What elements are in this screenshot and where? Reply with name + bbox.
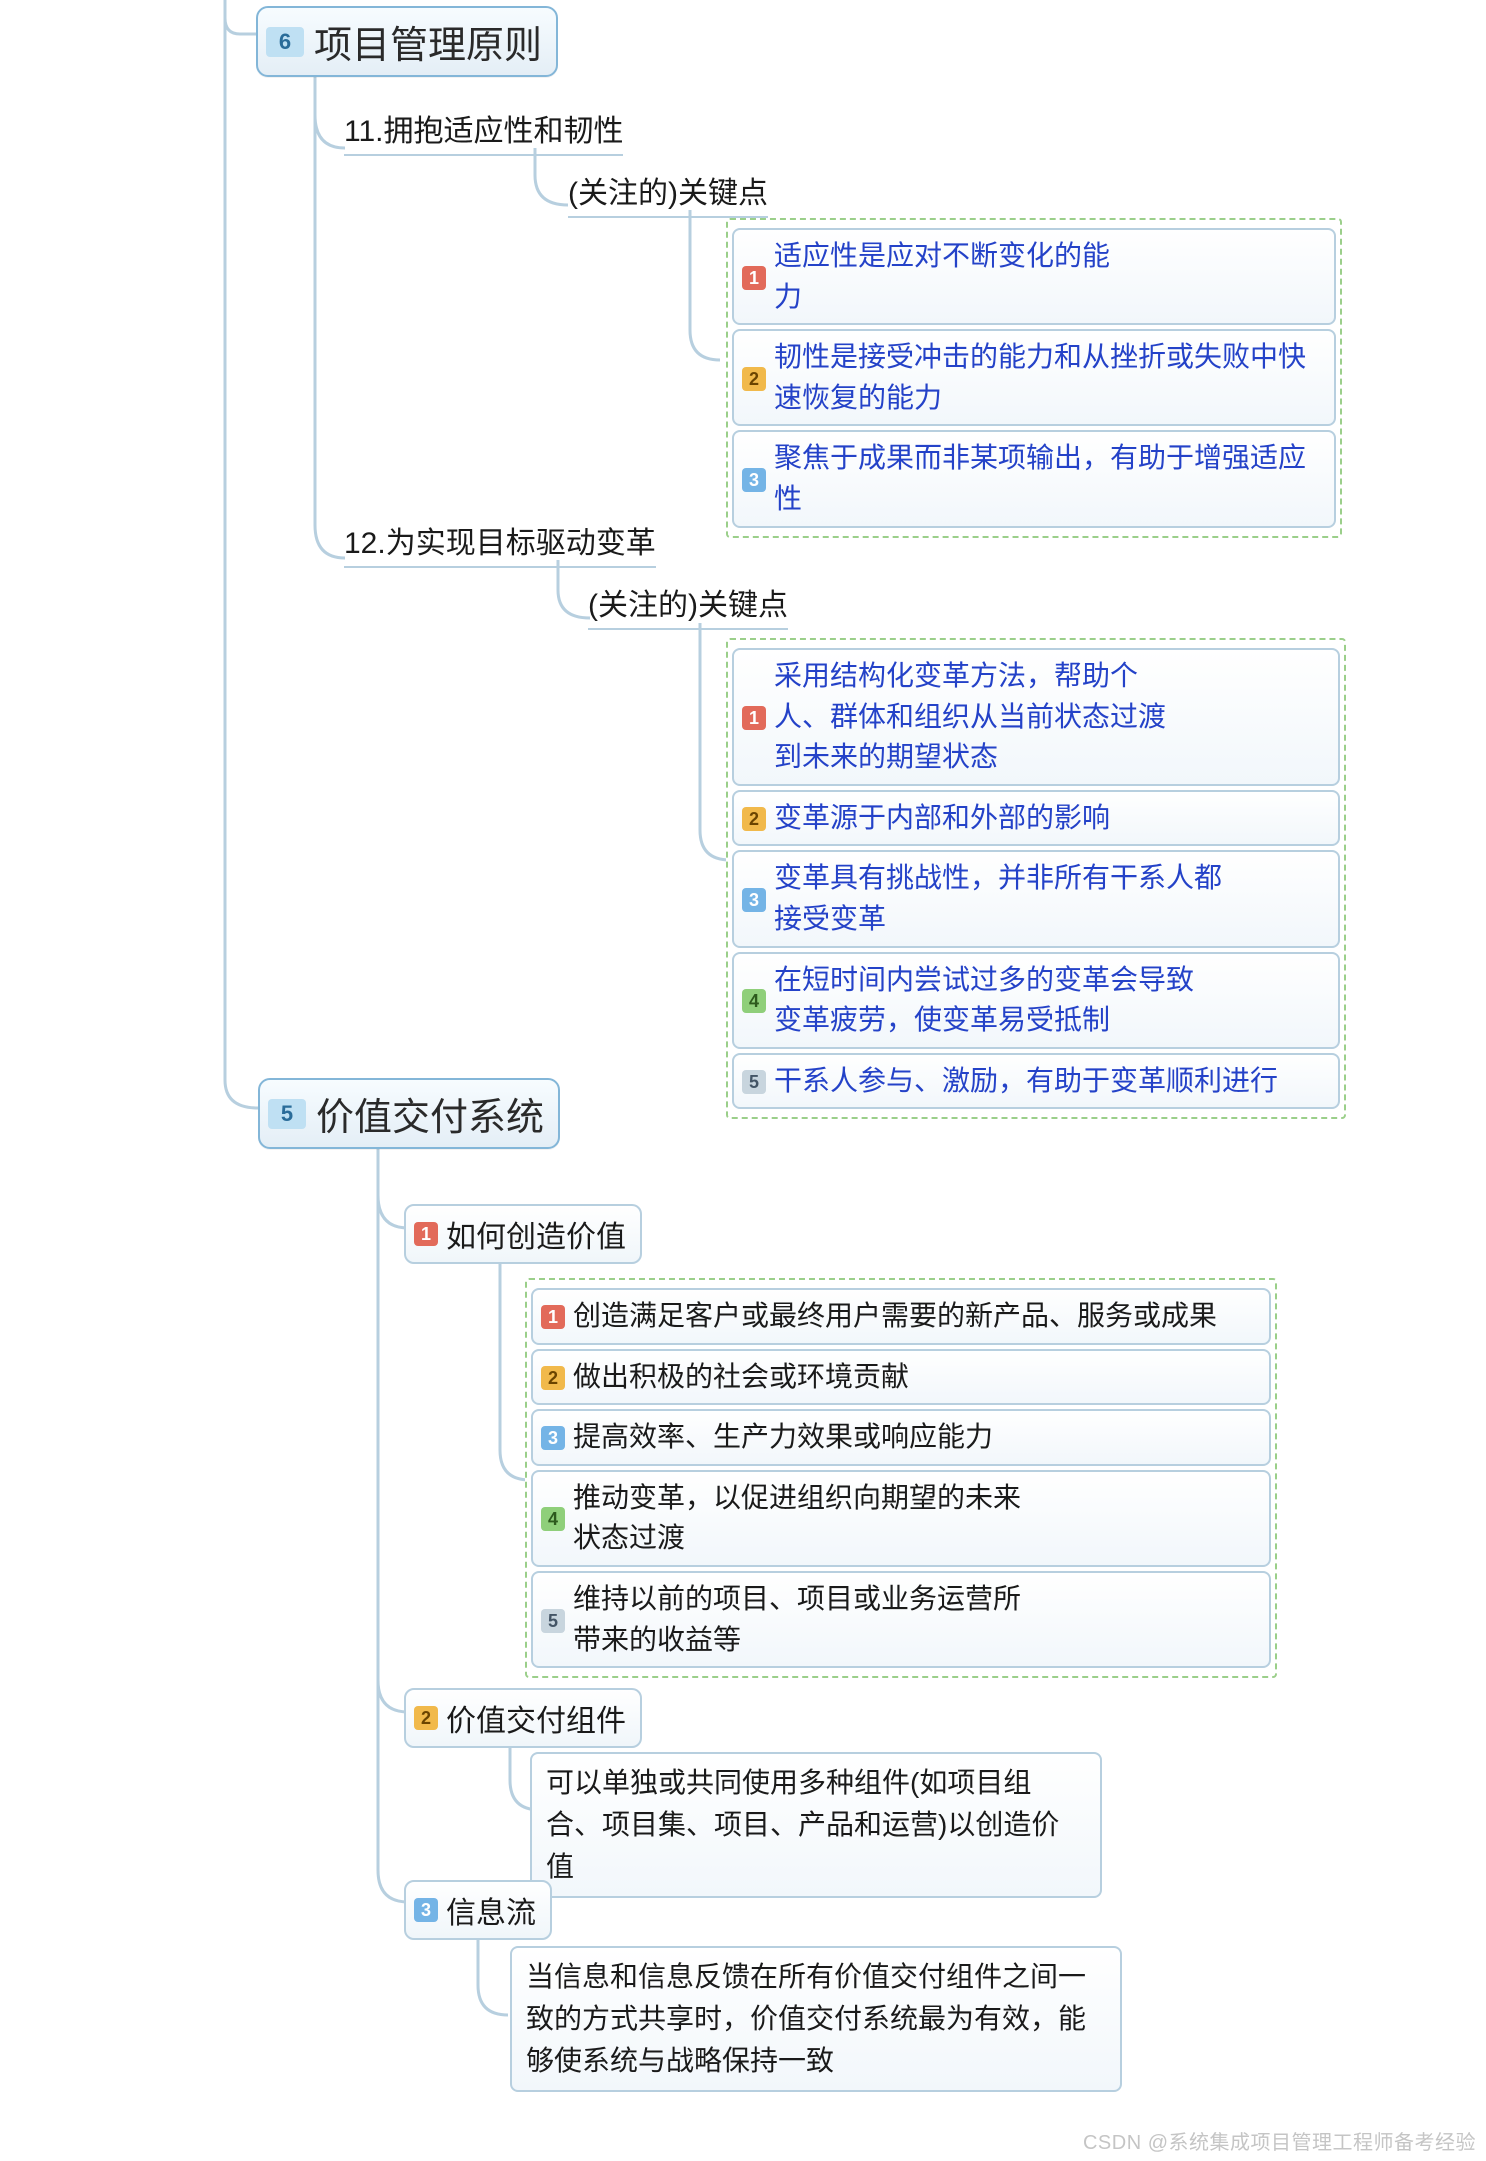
badge-11-2: 2 (742, 367, 766, 391)
leaf-b1-2-text: 做出积极的社会或环境贡献 (573, 1357, 909, 1398)
root-badge-5: 5 (268, 1099, 306, 1129)
leaf-b1-4-text: 推动变革，以促进组织向期望的未来状态过渡 (573, 1478, 1033, 1559)
root-title-a: 项目管理原则 (314, 14, 542, 69)
sub-title-b1: 如何创造价值 (446, 1212, 626, 1256)
leaf-12-1-text: 采用结构化变革方法，帮助个人、群体和组织从当前状态过渡到未来的期望状态 (774, 656, 1174, 778)
sub-badge-b1: 1 (414, 1222, 438, 1246)
node-11-subtitle-text: (关注的)关键点 (568, 177, 768, 210)
root-value-delivery[interactable]: 5 价值交付系统 (258, 1078, 560, 1149)
badge-b1-5: 5 (541, 1609, 565, 1633)
leaf-11-3[interactable]: 3 聚焦于成果而非某项输出，有助于增强适应性 (732, 430, 1336, 527)
leaf-12-5[interactable]: 5 干系人参与、激励，有助于变革顺利进行 (732, 1053, 1340, 1110)
node-11-title-text: 11.拥抱适应性和韧性 (344, 115, 623, 148)
root-project-principles[interactable]: 6 项目管理原则 (256, 6, 558, 77)
badge-12-4: 4 (742, 989, 766, 1013)
node-12-subtitle-text: (关注的)关键点 (588, 589, 788, 622)
badge-12-2: 2 (742, 807, 766, 831)
leaf-b1-2[interactable]: 2 做出积极的社会或环境贡献 (531, 1349, 1271, 1406)
sub-how-create-value[interactable]: 1 如何创造价值 (404, 1204, 642, 1264)
sub-info-flow[interactable]: 3 信息流 (404, 1880, 552, 1940)
leaf-b1-1[interactable]: 1 创造满足客户或最终用户需要的新产品、服务或成果 (531, 1288, 1271, 1345)
leaf-b3-text: 当信息和信息反馈在所有价值交付组件之间一致的方式共享时，价值交付系统最为有效，能… (526, 1961, 1086, 2076)
leaf-11-1-text: 适应性是应对不断变化的能力 (774, 236, 1114, 317)
sub-value-components[interactable]: 2 价值交付组件 (404, 1688, 642, 1748)
root-badge-6: 6 (266, 27, 304, 57)
badge-b1-1: 1 (541, 1305, 565, 1329)
badge-12-5: 5 (742, 1070, 766, 1094)
leaf-12-3[interactable]: 3 变革具有挑战性，并非所有干系人都接受变革 (732, 850, 1340, 947)
leaf-12-1[interactable]: 1 采用结构化变革方法，帮助个人、群体和组织从当前状态过渡到未来的期望状态 (732, 648, 1340, 786)
leaf-b1-5-text: 维持以前的项目、项目或业务运营所带来的收益等 (573, 1579, 1033, 1660)
root-title-b: 价值交付系统 (316, 1086, 544, 1141)
badge-12-1: 1 (742, 706, 766, 730)
leaf-11-1[interactable]: 1 适应性是应对不断变化的能力 (732, 228, 1336, 325)
leaf-group-b1: 1 创造满足客户或最终用户需要的新产品、服务或成果 2 做出积极的社会或环境贡献… (525, 1278, 1277, 1678)
leaf-12-5-text: 干系人参与、激励，有助于变革顺利进行 (774, 1061, 1278, 1102)
node-12-title-text: 12.为实现目标驱动变革 (344, 527, 656, 560)
sub-badge-b3: 3 (414, 1898, 438, 1922)
node-11-subtitle[interactable]: (关注的)关键点 (568, 168, 768, 218)
leaf-b1-5[interactable]: 5 维持以前的项目、项目或业务运营所带来的收益等 (531, 1571, 1271, 1668)
leaf-b3[interactable]: 当信息和信息反馈在所有价值交付组件之间一致的方式共享时，价值交付系统最为有效，能… (510, 1946, 1122, 2092)
node-12-title[interactable]: 12.为实现目标驱动变革 (344, 518, 656, 568)
badge-b1-3: 3 (541, 1426, 565, 1450)
leaf-b2-text: 可以单独或共同使用多种组件(如项目组合、项目集、项目、产品和运营)以创造价值 (546, 1767, 1059, 1882)
leaf-b1-4[interactable]: 4 推动变革，以促进组织向期望的未来状态过渡 (531, 1470, 1271, 1567)
leaf-12-2-text: 变革源于内部和外部的影响 (774, 798, 1110, 839)
leaf-b1-3-text: 提高效率、生产力效果或响应能力 (573, 1417, 993, 1458)
watermark: CSDN @系统集成项目管理工程师备考经验 (1083, 2126, 1476, 2155)
leaf-b1-1-text: 创造满足客户或最终用户需要的新产品、服务或成果 (573, 1296, 1217, 1337)
leaf-group-12: 1 采用结构化变革方法，帮助个人、群体和组织从当前状态过渡到未来的期望状态 2 … (726, 638, 1346, 1119)
leaf-11-2[interactable]: 2 韧性是接受冲击的能力和从挫折或失败中快速恢复的能力 (732, 329, 1336, 426)
leaf-12-4[interactable]: 4 在短时间内尝试过多的变革会导致变革疲劳，使变革易受抵制 (732, 952, 1340, 1049)
leaf-12-3-text: 变革具有挑战性，并非所有干系人都接受变革 (774, 858, 1234, 939)
node-12-subtitle[interactable]: (关注的)关键点 (588, 580, 788, 630)
badge-b1-2: 2 (541, 1366, 565, 1390)
leaf-12-2[interactable]: 2 变革源于内部和外部的影响 (732, 790, 1340, 847)
sub-badge-b2: 2 (414, 1706, 438, 1730)
badge-12-3: 3 (742, 888, 766, 912)
leaf-11-2-text: 韧性是接受冲击的能力和从挫折或失败中快速恢复的能力 (774, 337, 1322, 418)
leaf-b1-3[interactable]: 3 提高效率、生产力效果或响应能力 (531, 1409, 1271, 1466)
leaf-11-3-text: 聚焦于成果而非某项输出，有助于增强适应性 (774, 438, 1322, 519)
leaf-group-11: 1 适应性是应对不断变化的能力 2 韧性是接受冲击的能力和从挫折或失败中快速恢复… (726, 218, 1342, 538)
sub-title-b2: 价值交付组件 (446, 1696, 626, 1740)
badge-b1-4: 4 (541, 1507, 565, 1531)
mindmap-canvas: 6 项目管理原则 11.拥抱适应性和韧性 (关注的)关键点 1 适应性是应对不断… (0, 0, 1486, 2161)
badge-11-1: 1 (742, 266, 766, 290)
badge-11-3: 3 (742, 468, 766, 492)
leaf-b2[interactable]: 可以单独或共同使用多种组件(如项目组合、项目集、项目、产品和运营)以创造价值 (530, 1752, 1102, 1898)
sub-title-b3: 信息流 (446, 1888, 536, 1932)
node-11-title[interactable]: 11.拥抱适应性和韧性 (344, 106, 623, 156)
leaf-12-4-text: 在短时间内尝试过多的变革会导致变革疲劳，使变革易受抵制 (774, 960, 1194, 1041)
